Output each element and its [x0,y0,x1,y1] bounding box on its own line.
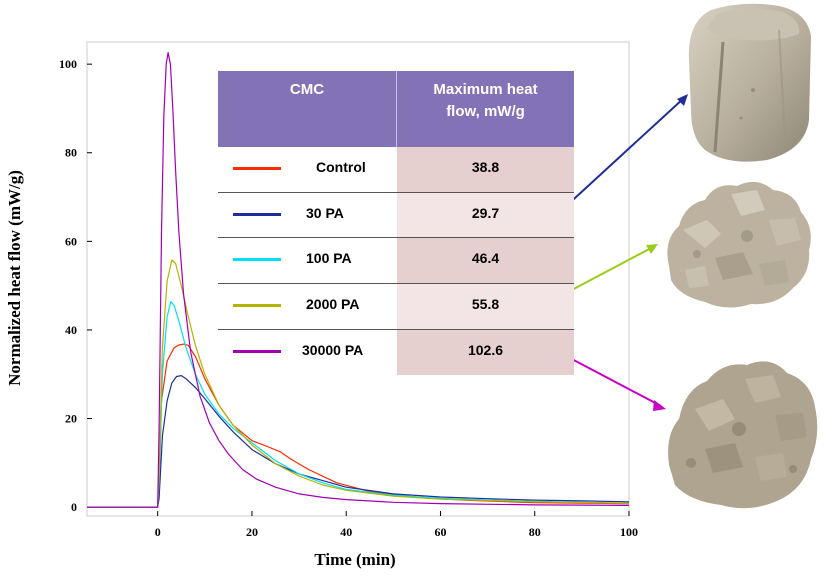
legend-table: CMC Maximum heat flow, mW/g Control 38.8 … [218,71,574,376]
x-tick-label: 80 [529,525,541,539]
table-row: 30 PA 29.7 [218,193,574,238]
table-row: 100 PA 46.4 [218,238,574,283]
row-label: 30 PA [306,205,344,221]
x-tick-label: 40 [340,525,352,539]
crumbled-specimen-photo [667,181,811,308]
series-line-2000pa [87,259,630,508]
row-label: 2000 PA [306,296,360,312]
row-separator [218,192,574,193]
row-label: 30000 PA [302,342,364,358]
row-value-cell: 29.7 [397,193,574,238]
x-tick-label: 60 [434,525,446,539]
series-layer [87,51,630,508]
row-value: 29.7 [471,205,500,221]
y-tick-label: 40 [65,323,77,337]
series-line-100pa [87,301,630,508]
legend-swatch-100pa [233,258,281,261]
x-axis-title: Time (min) [314,550,395,569]
legend-swatch-2000pa [233,304,281,307]
series-line-30000pa [87,51,630,508]
arrow-head-intact [677,94,688,106]
x-tick-label: 20 [246,525,258,539]
arrow-to-intact [562,97,685,210]
table-row: Control 38.8 [218,147,574,192]
row-label-cell: 30 PA [218,193,396,238]
intact-specimen-photo [688,3,811,162]
legend-swatch-30pa [233,213,281,216]
y-tick-label: 0 [71,500,77,514]
y-axis-title: Normalized heat flow (mW/g) [5,170,24,386]
axes: 0 20 40 60 80 100 0 20 40 60 80 100 [59,57,638,539]
row-label-cell: Control [218,147,396,192]
row-label: Control [316,159,366,175]
powdered-specimen-photo [668,361,818,509]
series-line-30pa [87,375,630,508]
row-label-cell: 30000 PA [218,330,396,375]
y-tick-label: 20 [65,412,77,426]
table-header: CMC Maximum heat flow, mW/g [218,71,574,147]
arrow-head-powder [653,400,666,411]
row-value: 38.8 [471,159,500,175]
row-value-cell: 102.6 [397,330,574,375]
row-value-cell: 46.4 [397,238,574,283]
legend-swatch-30000pa [233,350,281,353]
row-label: 100 PA [306,250,352,266]
y-tick-label: 80 [65,146,77,160]
row-value: 102.6 [467,342,504,358]
y-tick-label: 60 [65,234,77,248]
x-tick-label: 100 [620,525,638,539]
header-divider [396,71,397,147]
x-tick-label: 0 [155,525,161,539]
header-max-heat-flow: Maximum heat flow, mW/g [433,81,538,120]
row-value-cell: 55.8 [397,284,574,329]
y-tick-label: 100 [59,57,77,71]
row-separator [218,329,574,330]
row-value: 55.8 [471,296,500,312]
row-separator [218,237,574,238]
legend-swatch-control [233,167,281,170]
arrow-head-crumbled [646,244,658,254]
row-value-cell: 38.8 [397,147,574,192]
header-cmc: CMC [289,81,325,98]
row-value: 46.4 [471,250,500,266]
row-label-cell: 2000 PA [218,284,396,329]
table-row: 2000 PA 55.8 [218,284,574,329]
table-row: 30000 PA 102.6 [218,330,574,375]
row-label-cell: 100 PA [218,238,396,283]
row-separator [218,283,574,284]
